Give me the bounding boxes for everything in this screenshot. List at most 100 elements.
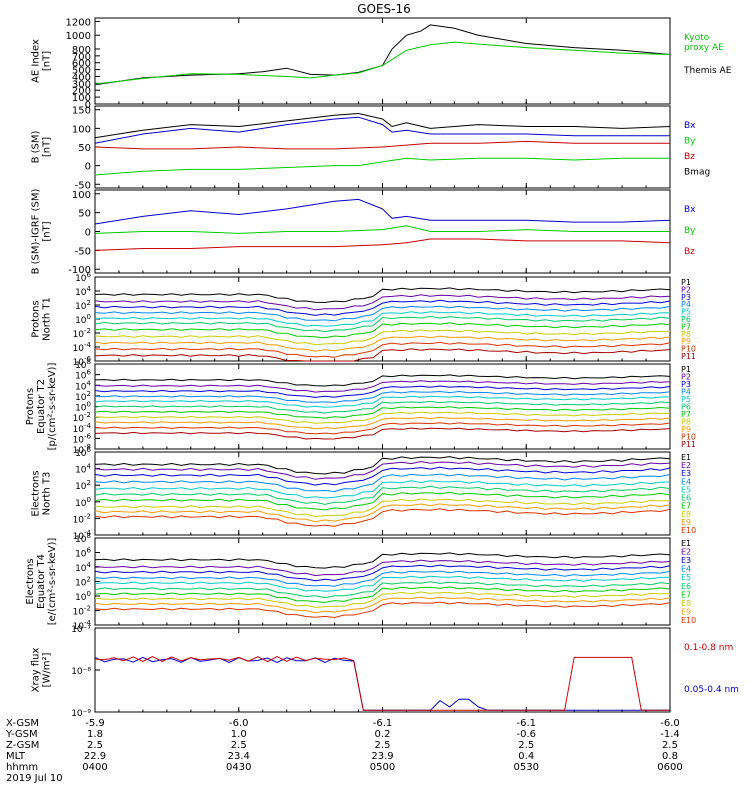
- y-axis-label: B (SM): [31, 130, 42, 163]
- series-line: [94, 390, 671, 404]
- legend-entry: P6: [681, 403, 691, 412]
- series-line: [94, 460, 671, 480]
- ephemeris-value: 0400: [82, 762, 107, 773]
- ephemeris-value: 1.0: [231, 729, 247, 740]
- series-line: [94, 473, 671, 493]
- legend-entry: P4: [681, 388, 691, 397]
- series-line: [94, 299, 671, 316]
- legend-entry: P9: [681, 425, 691, 434]
- legend-entry: P11: [681, 440, 696, 449]
- y-tick-label: 100: [75, 496, 91, 509]
- series-line: [94, 591, 671, 608]
- legend-entry: P3: [681, 380, 691, 389]
- series-line: [94, 586, 671, 603]
- y-tick-label: 102: [75, 576, 91, 589]
- legend-entry: P7: [681, 410, 691, 419]
- legend-entry: Bmag: [684, 168, 710, 178]
- legend-entry: P9: [681, 337, 691, 346]
- legend-entry: P11: [681, 352, 696, 361]
- ephemeris-value: 2.5: [518, 740, 534, 751]
- ephemeris-row-label: MLT: [6, 751, 26, 762]
- series-line: [94, 41, 671, 85]
- y-tick-label: 800: [72, 45, 91, 56]
- y-tick-label: 700: [72, 52, 91, 63]
- y-axis-label: North T1: [42, 297, 53, 341]
- series-line: [94, 559, 671, 577]
- legend-entry: E7: [681, 590, 691, 599]
- y-axis-label: Electrons: [25, 558, 36, 604]
- series-line: [94, 294, 671, 311]
- y-tick-label: 104: [75, 463, 91, 476]
- ephemeris-value: -6.0: [229, 718, 249, 729]
- y-tick-label: 104: [75, 285, 91, 298]
- ephemeris-value: -6.1: [373, 718, 393, 729]
- y-tick-label: 500: [72, 66, 91, 77]
- series-line: [94, 348, 671, 362]
- legend-entry: 0.05-0.4 nm: [684, 685, 739, 695]
- series-line: [94, 395, 671, 408]
- y-tick-label: 100: [75, 590, 91, 603]
- panel-frame: [94, 17, 671, 105]
- series-line: [94, 596, 671, 614]
- y-axis-label: B (SM)-IGRF (SM): [31, 189, 42, 275]
- legend-entry: E3: [681, 556, 691, 565]
- ephemeris-value: -6.0: [660, 718, 680, 729]
- ephemeris-value: 1.8: [87, 729, 103, 740]
- date-label: 2019 Jul 10: [6, 773, 63, 784]
- legend-entry: Bx: [684, 205, 696, 215]
- legend-entry: E8: [681, 599, 691, 608]
- y-axis-label: [e/(cm²-s-sr-keV)]: [47, 538, 58, 626]
- ephemeris-value: 23.9: [371, 751, 393, 762]
- y-axis-label: [p/(cm²-s-sr-keV)]: [47, 363, 58, 451]
- legend-entry: P5: [681, 308, 691, 317]
- legend-entry: E9: [681, 518, 691, 527]
- legend-entry: Bx: [684, 121, 696, 131]
- legend-entry: E10: [681, 616, 696, 625]
- y-axis-label: Protons: [25, 388, 36, 425]
- legend-entry: P10: [681, 433, 696, 442]
- y-tick-label: 150: [72, 106, 91, 117]
- legend-entry: E7: [681, 502, 691, 511]
- legend-entry: P1: [681, 365, 691, 374]
- legend-entry: P2: [681, 373, 691, 382]
- y-axis-label: [nT]: [42, 221, 53, 241]
- ephemeris-value: 23.4: [228, 751, 250, 762]
- series-line: [94, 485, 671, 505]
- legend-entry: E9: [681, 607, 691, 616]
- series-line: [94, 552, 671, 569]
- series-line: [94, 238, 671, 251]
- y-axis-label: Equator T4: [36, 554, 47, 609]
- series-line: [94, 329, 671, 346]
- series-line: [94, 427, 671, 440]
- series-line: [94, 116, 670, 144]
- legend-entry: 0.1-0.8 nm: [684, 643, 733, 653]
- y-tick-label: 600: [72, 59, 91, 70]
- y-tick-label: 10-2: [73, 512, 91, 525]
- series-line: [94, 656, 670, 711]
- series-line: [94, 322, 671, 339]
- legend-entry: P8: [681, 418, 691, 427]
- legend-entry: P7: [681, 322, 691, 331]
- ephemeris-value: 0.2: [375, 729, 391, 740]
- y-tick-label: 10-4: [73, 341, 92, 354]
- y-tick-label: -100: [68, 265, 91, 276]
- ephemeris-value: 0600: [657, 762, 682, 773]
- y-tick-label: 100: [72, 190, 91, 201]
- legend-entry: E6: [681, 582, 691, 591]
- ephemeris-value: 2.5: [87, 740, 103, 751]
- y-tick-label: 10⁻⁷: [71, 625, 91, 635]
- legend-entry: By: [684, 226, 696, 236]
- y-axis-label: [W/m²]: [42, 652, 53, 687]
- y-tick-label: 100: [72, 93, 91, 104]
- legend-entry: Bz: [684, 247, 695, 257]
- series-line: [94, 24, 671, 86]
- legend-entry: P4: [681, 300, 691, 309]
- y-axis-label: Protons: [31, 300, 42, 337]
- ephemeris-value: 0.4: [518, 751, 534, 762]
- series-line: [94, 656, 670, 711]
- y-tick-label: -50: [75, 180, 91, 191]
- y-tick-label: -50: [75, 246, 91, 257]
- series-line: [94, 498, 671, 518]
- series-line: [94, 305, 671, 322]
